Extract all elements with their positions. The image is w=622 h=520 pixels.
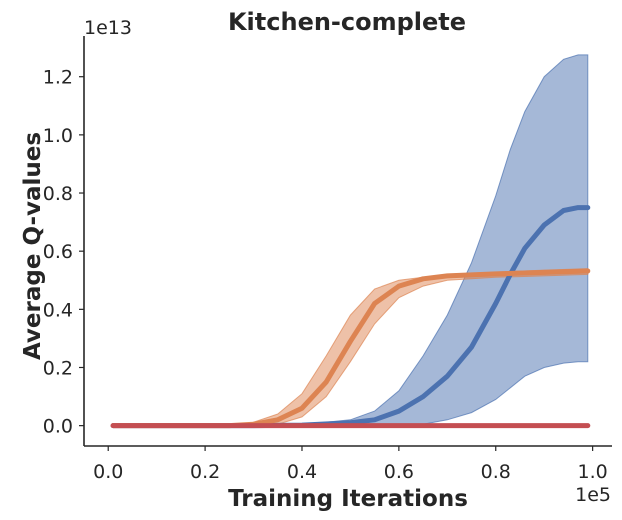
x-axis-ticks: 0.0 0.2 0.4 0.6 0.8 1.0 (93, 446, 608, 483)
y-tick-label: 0.8 (43, 183, 73, 205)
series-lines (110, 205, 591, 429)
x-tick-label: 0.0 (93, 461, 123, 483)
y-tick-label: 0.0 (43, 416, 73, 438)
y-tick-label: 0.4 (43, 299, 73, 321)
y-offset-label: 1e13 (84, 17, 132, 39)
y-tick-label: 1.0 (43, 125, 73, 147)
x-tick-label: 0.8 (481, 461, 511, 483)
series-1-band (113, 54, 589, 427)
x-tick-label: 1.0 (578, 461, 608, 483)
y-axis-label: Average Q-values (20, 132, 46, 360)
y-tick-label: 0.2 (43, 357, 73, 379)
y-tick-label: 0.6 (43, 241, 73, 263)
chart-title: Kitchen-complete (228, 8, 466, 36)
x-tick-label: 0.6 (384, 461, 414, 483)
confidence-bands (113, 54, 589, 427)
x-axis-label: Training Iterations (228, 486, 468, 512)
y-axis-ticks: 0.0 0.2 0.4 0.6 0.8 1.0 1.2 (43, 67, 84, 438)
x-tick-label: 0.2 (190, 461, 220, 483)
y-tick-label: 1.2 (43, 67, 73, 89)
x-tick-label: 0.4 (287, 461, 317, 483)
x-offset-label: 1e5 (575, 484, 611, 506)
